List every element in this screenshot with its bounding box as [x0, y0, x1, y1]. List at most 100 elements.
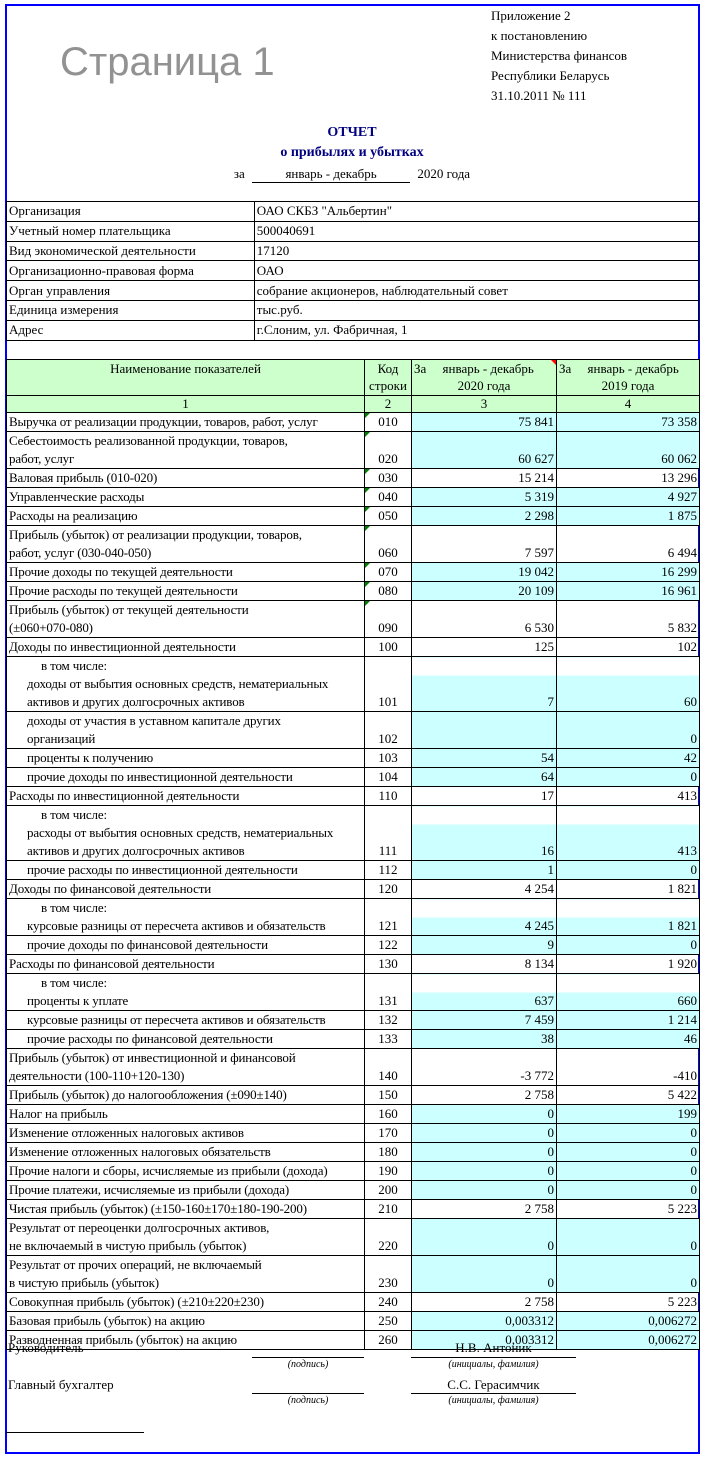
- row-current-value[interactable]: 8 134: [411, 954, 557, 974]
- row-current-value[interactable]: 75 841: [411, 412, 557, 432]
- row-previous-value[interactable]: 1 214: [556, 1010, 700, 1030]
- row-previous-value[interactable]: 0: [556, 860, 700, 880]
- row-current-value[interactable]: 16: [411, 805, 557, 861]
- head-name-caption: (инициалы, фамилия): [448, 1359, 539, 1370]
- row-previous-value[interactable]: 60: [556, 656, 700, 712]
- row-current-value[interactable]: 0: [411, 1161, 557, 1181]
- row-current-value[interactable]: 0: [411, 1104, 557, 1124]
- row-current-value[interactable]: 4 254: [411, 879, 557, 899]
- info-row: Вид экономической деятельности 17120: [6, 240, 700, 262]
- row-previous-value[interactable]: 13 296: [556, 468, 700, 488]
- row-name-line: прочие расходы по финансовой деятельност…: [27, 1031, 273, 1046]
- row-current-value[interactable]: 9: [411, 935, 557, 955]
- row-code-value: 060: [378, 545, 398, 560]
- row-name-line: Управленческие расходы: [9, 489, 145, 504]
- row-current-value[interactable]: 1: [411, 860, 557, 880]
- row-current-value[interactable]: 7 459: [411, 1010, 557, 1030]
- row-current-value[interactable]: -3 772: [411, 1048, 557, 1086]
- row-current-value[interactable]: 19 042: [411, 562, 557, 582]
- table-row: прочие расходы по инвестиционной деятель…: [6, 860, 700, 880]
- row-current-value[interactable]: 2 758: [411, 1292, 557, 1312]
- row-previous-value[interactable]: 1 821: [556, 879, 700, 899]
- row-previous-value[interactable]: 5 223: [556, 1292, 700, 1312]
- row-previous-value[interactable]: 0: [556, 1142, 700, 1162]
- row-current-value[interactable]: 2 758: [411, 1085, 557, 1105]
- row-previous-value[interactable]: 16 961: [556, 581, 700, 601]
- row-current-value[interactable]: 38: [411, 1029, 557, 1049]
- row-previous-value[interactable]: 660: [556, 973, 700, 1011]
- row-previous-value[interactable]: 16 299: [556, 562, 700, 582]
- row-current-value[interactable]: 0: [411, 1180, 557, 1200]
- header-previous-prefix: За: [559, 361, 572, 376]
- row-code: 230: [364, 1255, 412, 1293]
- row-current-value[interactable]: [411, 711, 557, 749]
- row-current-value[interactable]: 7 597: [411, 525, 557, 563]
- row-current-value[interactable]: 17: [411, 786, 557, 806]
- row-previous-value[interactable]: 1 875: [556, 506, 700, 526]
- row-current-value[interactable]: 5 319: [411, 487, 557, 507]
- table-row: доходы от участия в уставном капитале др…: [6, 711, 700, 749]
- row-previous-value[interactable]: 0: [556, 711, 700, 749]
- row-code: 040: [364, 487, 412, 507]
- row-previous-value[interactable]: 46: [556, 1029, 700, 1049]
- row-previous-value[interactable]: -410: [556, 1048, 700, 1086]
- row-previous-value[interactable]: 0: [556, 1123, 700, 1143]
- row-previous-value[interactable]: 0: [556, 1255, 700, 1293]
- row-previous-value[interactable]: 6 494: [556, 525, 700, 563]
- row-previous-value[interactable]: 102: [556, 637, 700, 657]
- row-current-value[interactable]: 0,003312: [411, 1311, 557, 1331]
- row-code: 200: [364, 1180, 412, 1200]
- row-name: курсовые разницы от пересчета активов и …: [6, 1010, 365, 1030]
- row-name: Базовая прибыль (убыток) на акцию: [6, 1311, 365, 1331]
- row-current-value[interactable]: 637: [411, 973, 557, 1011]
- row-code-value: 120: [378, 881, 398, 896]
- column-number: 3: [411, 395, 557, 413]
- row-previous-value[interactable]: 5 422: [556, 1085, 700, 1105]
- row-previous-value[interactable]: 1 920: [556, 954, 700, 974]
- row-previous-value[interactable]: 0: [556, 935, 700, 955]
- row-current-value[interactable]: 0: [411, 1142, 557, 1162]
- row-name: Прочие доходы по текущей деятельности: [6, 562, 365, 582]
- row-current-value[interactable]: 2 298: [411, 506, 557, 526]
- row-current-value[interactable]: 0: [411, 1218, 557, 1256]
- row-current-value[interactable]: 20 109: [411, 581, 557, 601]
- row-code: 131: [364, 973, 412, 1011]
- row-previous-value[interactable]: 199: [556, 1104, 700, 1124]
- table-row: Разводненная прибыль (убыток) на акцию 26…: [6, 1330, 700, 1350]
- row-current-value[interactable]: 2 758: [411, 1199, 557, 1219]
- row-current-value[interactable]: 6 530: [411, 600, 557, 638]
- row-previous-value[interactable]: 5 832: [556, 600, 700, 638]
- row-previous-value[interactable]: 0: [556, 1180, 700, 1200]
- row-current-value[interactable]: 125: [411, 637, 557, 657]
- row-previous-value[interactable]: 73 358: [556, 412, 700, 432]
- row-previous-value[interactable]: 0: [556, 1218, 700, 1256]
- row-code-value: 200: [378, 1182, 398, 1197]
- table-header-row: Наименование показателей Код строки За я…: [6, 359, 700, 396]
- column-number: 2: [364, 395, 412, 413]
- row-current-value[interactable]: 60 627: [411, 431, 557, 469]
- row-name-line: прочие доходы по инвестиционной деятельн…: [27, 769, 293, 784]
- row-current-value[interactable]: 15 214: [411, 468, 557, 488]
- row-current-value[interactable]: 54: [411, 748, 557, 768]
- row-previous-value[interactable]: 413: [556, 786, 700, 806]
- row-name-line: Прочие расходы по текущей деятельности: [9, 583, 238, 598]
- row-code-value: 070: [378, 564, 398, 579]
- row-current-value[interactable]: 4 245: [411, 898, 557, 936]
- row-previous-value[interactable]: 413: [556, 805, 700, 861]
- row-previous-value[interactable]: 1 821: [556, 898, 700, 936]
- row-previous-value[interactable]: 60 062: [556, 431, 700, 469]
- row-previous-value[interactable]: 0: [556, 767, 700, 787]
- row-previous-value[interactable]: 5 223: [556, 1199, 700, 1219]
- row-previous-value[interactable]: 0,006272: [556, 1311, 700, 1331]
- row-previous-value[interactable]: 0: [556, 1161, 700, 1181]
- row-previous-value[interactable]: 4 927: [556, 487, 700, 507]
- info-row: Организационно-правовая форма ОАО: [6, 260, 700, 282]
- row-name-line: прочие расходы по инвестиционной деятель…: [27, 862, 298, 877]
- row-previous-value[interactable]: 0,006272: [556, 1330, 700, 1350]
- row-current-value[interactable]: 64: [411, 767, 557, 787]
- row-previous-value[interactable]: 42: [556, 748, 700, 768]
- row-current-value[interactable]: 7: [411, 656, 557, 712]
- row-current-value[interactable]: 0: [411, 1255, 557, 1293]
- row-current-value[interactable]: 0: [411, 1123, 557, 1143]
- row-name-line: Изменение отложенных налоговых активов: [9, 1125, 244, 1140]
